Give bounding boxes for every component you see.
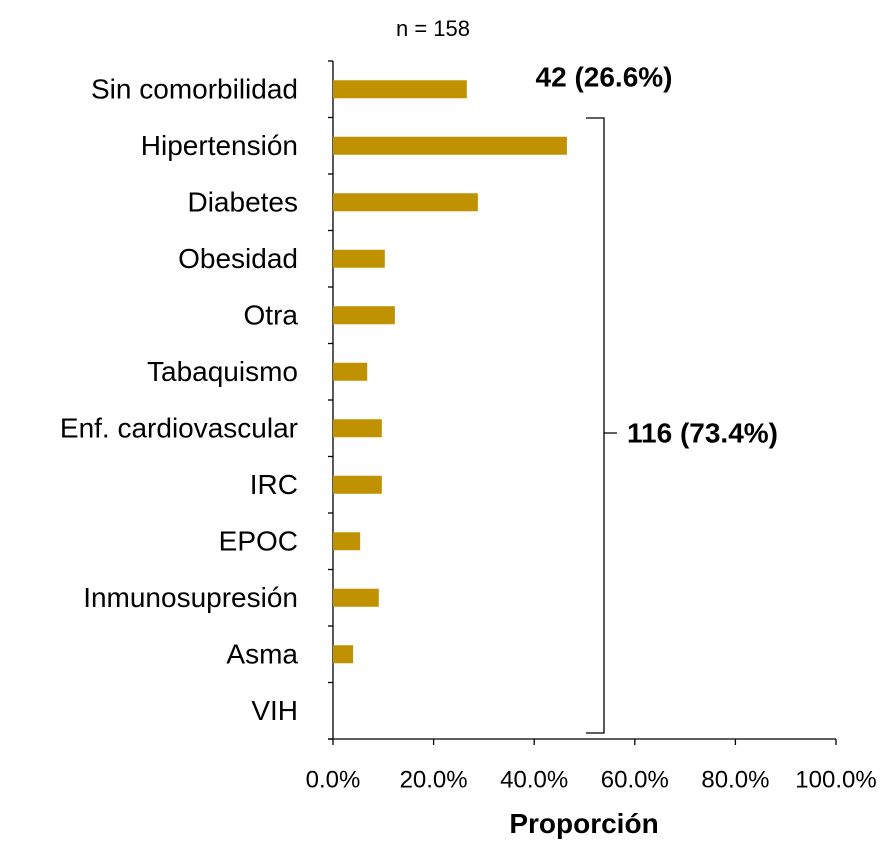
- x-tick-label: 80.0%: [701, 766, 769, 793]
- y-tick-label: Hipertensión: [141, 130, 298, 161]
- x-axis-title: Proporción: [509, 808, 658, 839]
- x-tick-label: 60.0%: [601, 766, 669, 793]
- y-tick-label: Asma: [226, 639, 298, 670]
- y-tick-label: Tabaquismo: [147, 356, 298, 387]
- y-tick-label: VIH: [251, 695, 298, 726]
- y-tick-label: IRC: [250, 469, 298, 500]
- x-tick-label: 100.0%: [795, 766, 876, 793]
- bar: [333, 306, 395, 325]
- bar: [333, 588, 379, 607]
- bracket: [586, 117, 617, 734]
- x-tick-label: 40.0%: [500, 766, 568, 793]
- bar: [333, 532, 361, 551]
- bar: [333, 193, 478, 212]
- bar: [333, 645, 354, 664]
- bar: [333, 362, 368, 381]
- y-tick-label: Sin comorbilidad: [91, 74, 298, 105]
- bar: [333, 80, 467, 99]
- annotation: 42 (26.6%): [536, 61, 673, 92]
- x-tick-label: 0.0%: [306, 766, 361, 793]
- bar: [333, 136, 567, 155]
- bar: [333, 419, 382, 438]
- subtitle: n = 158: [396, 16, 470, 41]
- y-tick-label: Enf. cardiovascular: [60, 413, 298, 444]
- x-tick-label: 20.0%: [400, 766, 468, 793]
- y-tick-label: Obesidad: [178, 243, 298, 274]
- y-tick-label: EPOC: [219, 526, 298, 557]
- y-tick-label: Diabetes: [187, 187, 298, 218]
- annotation: 116 (73.4%): [627, 417, 778, 448]
- bar: [333, 249, 385, 268]
- y-tick-label: Inmunosupresión: [83, 582, 298, 613]
- bar: [333, 475, 382, 494]
- y-tick-label: Otra: [244, 300, 299, 331]
